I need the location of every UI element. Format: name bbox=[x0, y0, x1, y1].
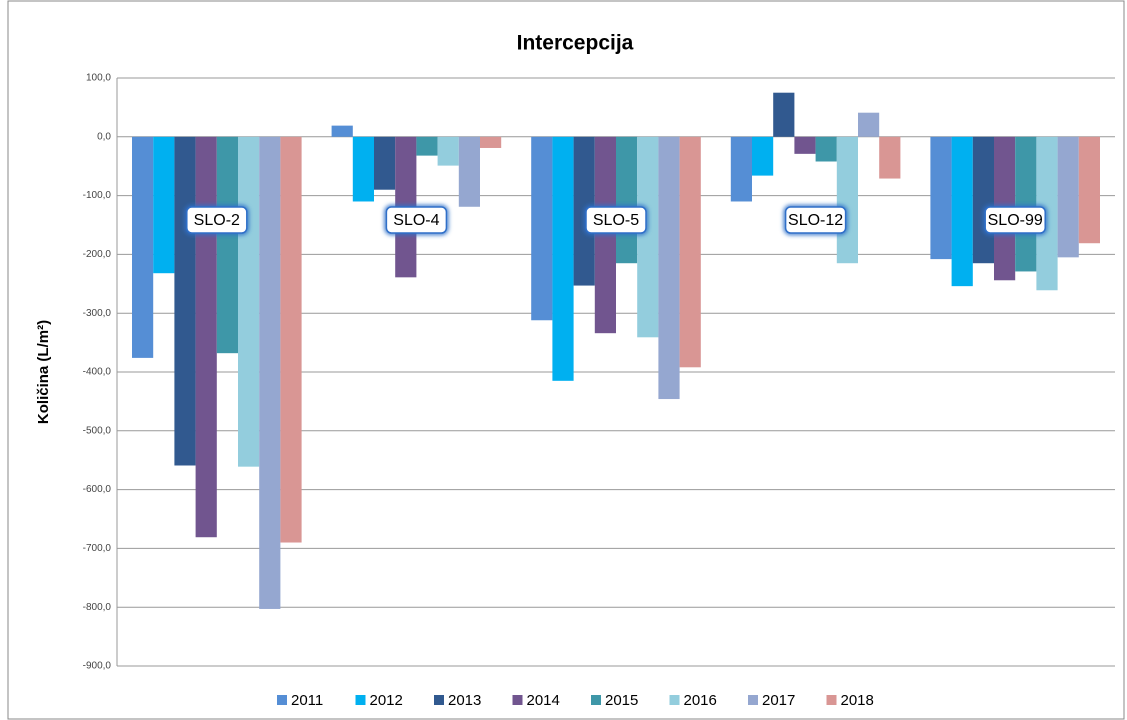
legend-label: 2014 bbox=[527, 692, 560, 709]
bar bbox=[879, 136, 901, 179]
bar bbox=[531, 136, 553, 321]
bar bbox=[374, 136, 396, 190]
bar bbox=[480, 136, 502, 148]
legend-swatch bbox=[748, 695, 758, 705]
legend-swatch bbox=[355, 695, 366, 705]
bar bbox=[437, 136, 459, 166]
legend-swatch bbox=[434, 695, 444, 705]
legend-swatch bbox=[277, 695, 287, 705]
y-tick-label: -400,0 bbox=[83, 367, 112, 378]
label-box bbox=[186, 206, 248, 234]
legend-label: 2016 bbox=[684, 692, 717, 709]
y-tick-label: -300,0 bbox=[83, 308, 112, 319]
label-box bbox=[984, 206, 1046, 234]
y-tick-label: 100,0 bbox=[86, 73, 111, 84]
category-label-box: SLO-99 bbox=[983, 205, 1048, 235]
legend-swatch bbox=[826, 695, 837, 705]
legend-label: 2012 bbox=[370, 692, 403, 709]
bar bbox=[951, 136, 973, 287]
legend-label: 2018 bbox=[841, 692, 874, 709]
bar bbox=[132, 136, 154, 358]
bar bbox=[195, 136, 217, 538]
category-label-box: SLO-5 bbox=[584, 205, 648, 235]
bar bbox=[331, 125, 353, 137]
bar bbox=[1057, 136, 1079, 258]
bar bbox=[458, 136, 480, 207]
chart-title: Intercepcija bbox=[517, 32, 634, 55]
y-tick-label: -500,0 bbox=[83, 425, 112, 436]
y-tick-label: -600,0 bbox=[83, 484, 112, 495]
bar bbox=[1015, 136, 1037, 272]
y-tick-label: -900,0 bbox=[83, 661, 112, 672]
bar bbox=[730, 136, 752, 202]
label-box bbox=[385, 206, 448, 234]
bar bbox=[259, 136, 281, 609]
bar bbox=[352, 136, 374, 202]
legend-label: 2017 bbox=[762, 692, 795, 709]
bar bbox=[679, 136, 701, 368]
category-label: SLO-2 bbox=[194, 212, 240, 229]
label-box bbox=[784, 206, 847, 234]
category-label-box: SLO-4 bbox=[384, 205, 449, 235]
bar bbox=[1078, 136, 1100, 244]
bar bbox=[815, 136, 837, 162]
label-box bbox=[585, 206, 647, 234]
legend-swatch bbox=[591, 695, 601, 705]
bar bbox=[216, 136, 238, 354]
bar bbox=[280, 136, 302, 543]
bar bbox=[858, 112, 880, 137]
bar bbox=[616, 136, 638, 264]
y-tick-label: -700,0 bbox=[83, 543, 112, 554]
bar bbox=[153, 136, 175, 274]
legend-label: 2015 bbox=[605, 692, 638, 709]
bar bbox=[416, 136, 438, 156]
bar bbox=[637, 136, 659, 338]
category-label: SLO-12 bbox=[788, 212, 843, 229]
y-axis-label: Količina (L/m²) bbox=[35, 320, 52, 424]
y-tick-label: 0,0 bbox=[97, 131, 111, 142]
legend-label: 2011 bbox=[291, 692, 323, 709]
bar bbox=[930, 136, 952, 260]
category-label: SLO-99 bbox=[988, 212, 1043, 229]
bar bbox=[174, 136, 196, 466]
y-tick-label: -200,0 bbox=[83, 249, 112, 260]
bar bbox=[972, 136, 994, 264]
bar bbox=[658, 136, 680, 400]
bar bbox=[238, 136, 260, 467]
legend-swatch bbox=[669, 695, 680, 705]
bar bbox=[752, 136, 774, 176]
category-label-box: SLO-2 bbox=[184, 205, 249, 235]
y-tick-label: -800,0 bbox=[83, 602, 112, 613]
category-label: SLO-4 bbox=[393, 212, 439, 229]
legend-swatch bbox=[512, 695, 523, 705]
y-tick-label: -100,0 bbox=[83, 190, 112, 201]
category-label-box: SLO-12 bbox=[783, 205, 848, 235]
bar bbox=[773, 92, 795, 137]
bar bbox=[836, 136, 858, 264]
bar bbox=[552, 136, 574, 381]
legend-label: 2013 bbox=[448, 692, 481, 709]
category-label: SLO-5 bbox=[593, 212, 639, 229]
bar bbox=[794, 136, 816, 154]
